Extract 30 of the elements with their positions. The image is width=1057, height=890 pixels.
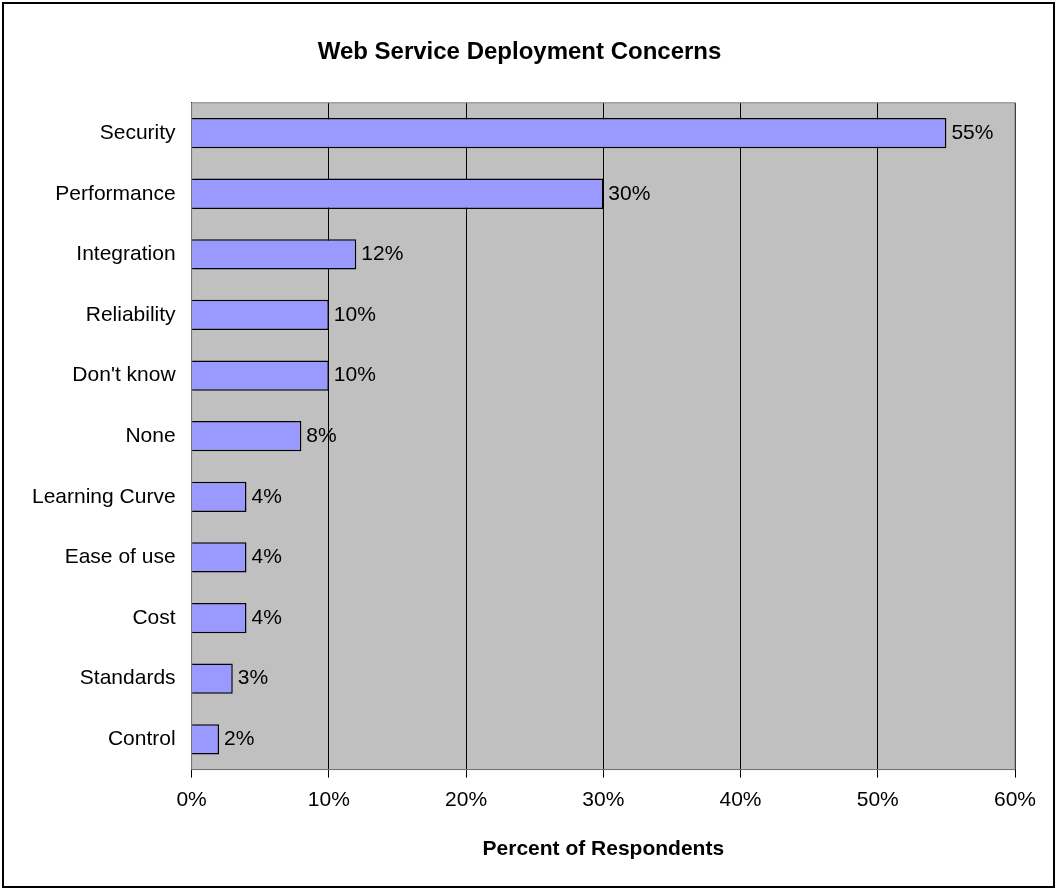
data-label: 10% — [333, 301, 376, 325]
y-tick-label: None — [125, 423, 176, 446]
x-tick-label: 60% — [993, 787, 1037, 810]
chart-title: Web Service Deployment Concerns — [317, 37, 722, 65]
y-tick-label: Don't know — [72, 362, 177, 386]
y-tick-label: Cost — [132, 604, 176, 628]
y-tick-label: Integration — [76, 241, 176, 265]
data-label: 2% — [224, 726, 255, 750]
y-tick-label: Control — [107, 726, 176, 750]
x-tick-label: 50% — [856, 787, 899, 810]
data-label: 4% — [251, 483, 282, 507]
y-tick-label: Ease of use — [64, 544, 176, 568]
data-label: 12% — [361, 241, 404, 265]
data-label: 10% — [333, 362, 376, 386]
y-tick-label: Learning Curve — [31, 483, 176, 507]
data-label: 3% — [237, 665, 269, 689]
data-label: 30% — [608, 180, 651, 204]
data-label: 55% — [951, 119, 994, 143]
y-tick-label: Standards — [79, 665, 176, 689]
x-tick-label: 30% — [582, 787, 625, 810]
x-tick-label: 10% — [307, 787, 350, 810]
data-label: 4% — [251, 604, 282, 628]
y-tick-label: Performance — [55, 180, 176, 204]
x-axis-title: Percent of Respondents — [482, 836, 725, 860]
y-tick-label: Reliability — [85, 301, 177, 325]
data-label: 4% — [251, 544, 282, 568]
x-tick-label: 0% — [176, 787, 207, 810]
y-tick-label: Security — [99, 119, 177, 143]
x-tick-label: 40% — [719, 787, 762, 810]
x-tick-label: 20% — [445, 787, 488, 810]
